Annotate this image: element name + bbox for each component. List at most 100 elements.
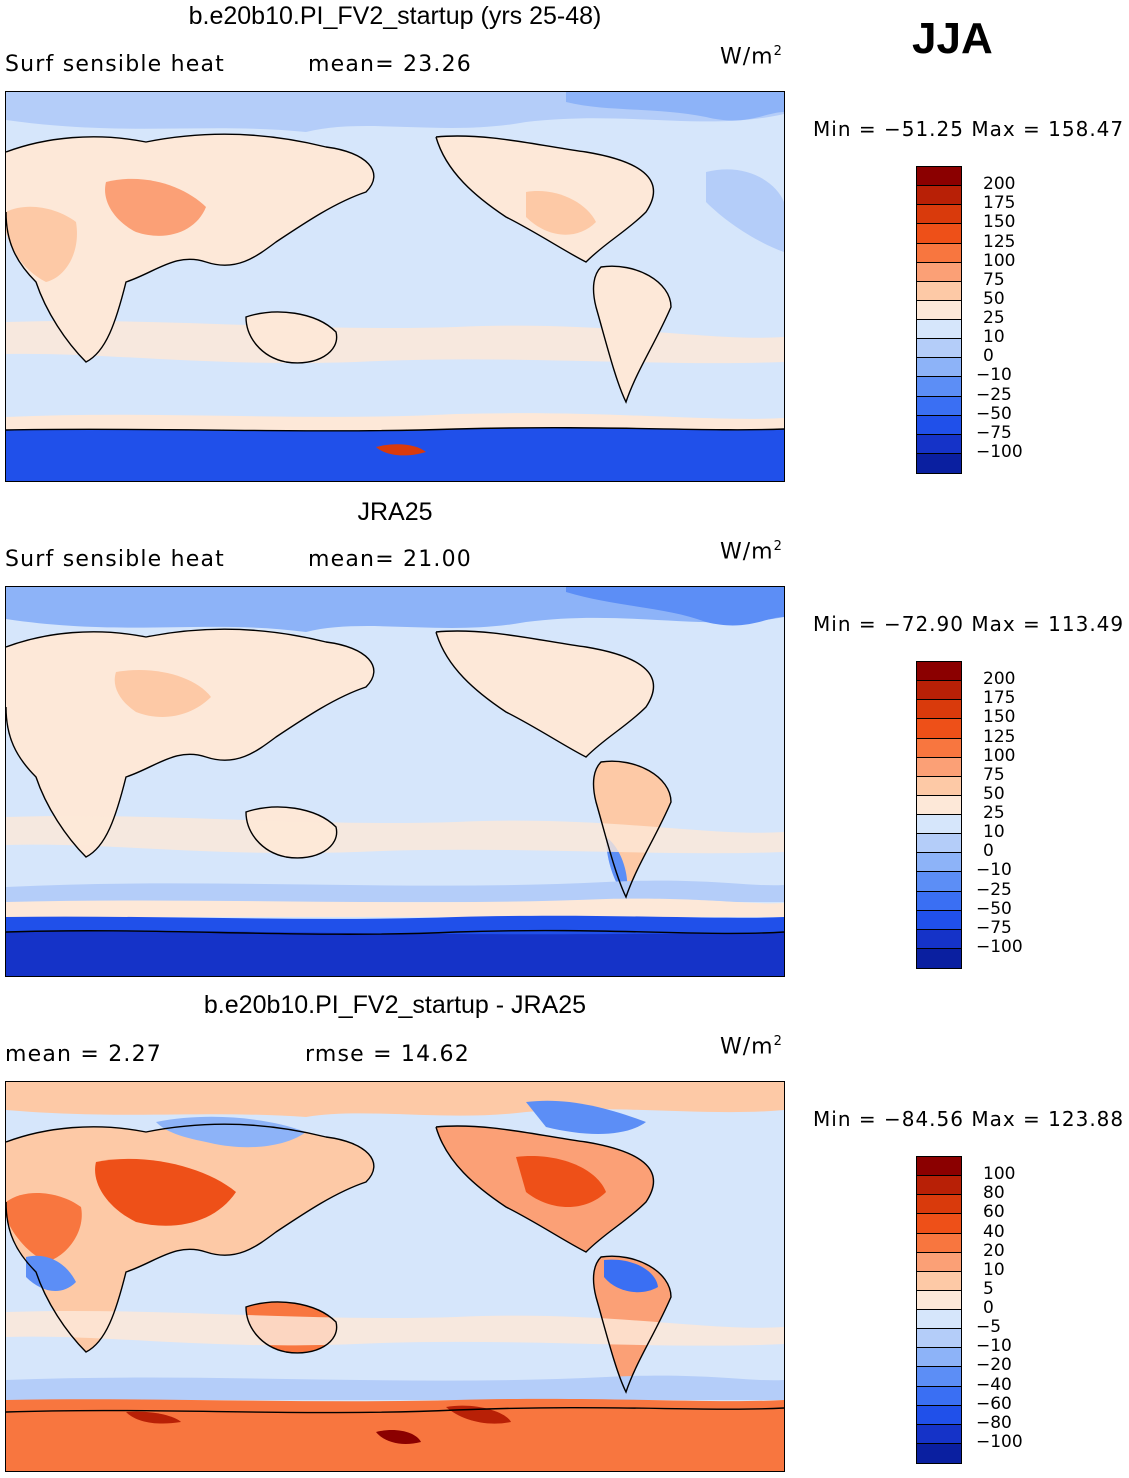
panel-1-title: b.e20b10.PI_FV2_startup (yrs 25-48) — [188, 2, 602, 30]
north-atlantic-cool-region — [706, 169, 784, 252]
arctic-region-dark — [566, 92, 784, 121]
panel-3-minmax: Min = −84.56 Max = 123.88 — [813, 1107, 1125, 1131]
colorbar-swatch — [917, 167, 961, 187]
colorbar-swatch — [917, 1386, 961, 1406]
north-america-warm-anomaly — [526, 191, 596, 235]
panel-3-units: W/m2 — [720, 1034, 783, 1060]
panel-2-minmax: Min = −72.90 Max = 113.49 — [813, 612, 1125, 636]
colorbar-swatch — [917, 1424, 961, 1444]
colorbar-tick-label: 60 — [983, 1202, 1005, 1223]
colorbar-tick-label: 0 — [983, 841, 994, 862]
panel-3-rmse-label: rmse = 14.62 — [305, 1042, 470, 1067]
antarctic-interior — [6, 930, 784, 976]
southern-subtropical-band — [6, 1310, 784, 1346]
southern-subtropical-band — [6, 320, 784, 364]
colorbar-tick-label: 125 — [983, 231, 1016, 252]
colorbar-tick-label: −75 — [976, 422, 1012, 443]
colorbar-swatch — [917, 757, 961, 777]
colorbar-swatch — [917, 1176, 961, 1196]
greenland-region — [566, 587, 784, 626]
colorbar-tick-label: 175 — [983, 688, 1016, 709]
panel-3-map — [5, 1081, 785, 1472]
colorbar-swatch — [917, 1310, 961, 1330]
colorbar-swatch — [917, 1405, 961, 1425]
panel-2-mean-label: mean= 21.00 — [308, 547, 472, 572]
southern-ocean-warm-band — [6, 413, 784, 430]
colorbar-tick-label: 150 — [983, 212, 1016, 233]
colorbar-swatch — [917, 1271, 961, 1291]
colorbar-tick-label: −10 — [976, 860, 1012, 881]
colorbar-swatch — [917, 1329, 961, 1349]
central-asia-warm-region — [114, 669, 211, 717]
colorbar-tick-label: −50 — [976, 403, 1012, 424]
colorbar-tick-label: 20 — [983, 1240, 1005, 1261]
colorbar-swatch — [917, 396, 961, 416]
panel-2-title: JRA25 — [357, 498, 433, 526]
panel-1-map — [5, 91, 785, 482]
colorbar-swatch — [917, 910, 961, 930]
colorbar-swatch — [917, 662, 961, 682]
panel-3-colorbar — [916, 1156, 962, 1464]
colorbar-tick-label: −25 — [976, 384, 1012, 405]
colorbar-swatch — [917, 1367, 961, 1387]
colorbar-tick-label: −60 — [976, 1393, 1012, 1414]
southern-ocean-cool-band — [6, 880, 784, 902]
antarctic-warm-spot — [376, 444, 426, 456]
amazon-cool-anomaly — [604, 1259, 658, 1293]
antarctic-hotspot-1 — [126, 1411, 181, 1424]
colorbar-tick-label: −100 — [976, 441, 1023, 462]
sahara-warm-region — [6, 206, 77, 282]
colorbar-tick-label: 125 — [983, 726, 1016, 747]
panel-2-map — [5, 586, 785, 977]
colorbar-tick-label: −10 — [976, 365, 1012, 386]
southern-ocean-cool-band — [6, 1375, 784, 1400]
colorbar-swatch — [917, 795, 961, 815]
colorbar-swatch — [917, 834, 961, 854]
colorbar-swatch — [917, 719, 961, 739]
colorbar-tick-label: 100 — [983, 250, 1016, 271]
africa-cool-anomaly — [26, 1255, 76, 1292]
colorbar-swatch — [917, 186, 961, 206]
colorbar-swatch — [917, 205, 961, 225]
colorbar-tick-label: 50 — [983, 783, 1005, 804]
panel-1-colorbar — [916, 166, 962, 474]
north-america-warm-anomaly — [516, 1156, 606, 1207]
sahara-warm-anomaly — [6, 1192, 82, 1262]
colorbar-swatch — [917, 1443, 961, 1463]
southern-ocean-warm-band — [6, 898, 784, 917]
colorbar-swatch — [917, 891, 961, 911]
colorbar-swatch — [917, 1214, 961, 1234]
colorbar-tick-label: 75 — [983, 269, 1005, 290]
colorbar-swatch — [917, 853, 961, 873]
colorbar-tick-label: −20 — [976, 1355, 1012, 1376]
colorbar-tick-label: −100 — [976, 936, 1023, 957]
colorbar-swatch — [917, 434, 961, 454]
coastlines — [6, 1123, 784, 1414]
colorbar-swatch — [917, 453, 961, 473]
colorbar-swatch — [917, 358, 961, 378]
siberia-cool-anomaly — [156, 1116, 306, 1148]
coastlines — [6, 133, 784, 432]
colorbar-tick-label: 175 — [983, 193, 1016, 214]
colorbar-tick-label: −50 — [976, 898, 1012, 919]
colorbar-swatch — [917, 815, 961, 835]
central-asia-warm-anomaly — [95, 1158, 237, 1226]
colorbar-tick-label: −80 — [976, 1412, 1012, 1433]
colorbar-swatch — [917, 872, 961, 892]
colorbar-swatch — [917, 700, 961, 720]
eurasia-africa-landmass — [6, 629, 374, 857]
colorbar-swatch — [917, 1233, 961, 1253]
colorbar-tick-label: −5 — [976, 1317, 1002, 1338]
colorbar-swatch — [917, 281, 961, 301]
colorbar-swatch — [917, 1290, 961, 1310]
colorbar-swatch — [917, 929, 961, 949]
colorbar-tick-label: 5 — [983, 1278, 994, 1299]
colorbar-tick-label: 200 — [983, 174, 1016, 195]
arctic-region — [6, 587, 784, 632]
colorbar-swatch — [917, 415, 961, 435]
colorbar-swatch — [917, 681, 961, 701]
colorbar-tick-label: 0 — [983, 1298, 994, 1318]
colorbar-tick-label: 50 — [983, 288, 1005, 309]
panel-1-variable-label: Surf sensible heat — [5, 52, 225, 77]
southern-subtropical-band — [6, 815, 784, 854]
